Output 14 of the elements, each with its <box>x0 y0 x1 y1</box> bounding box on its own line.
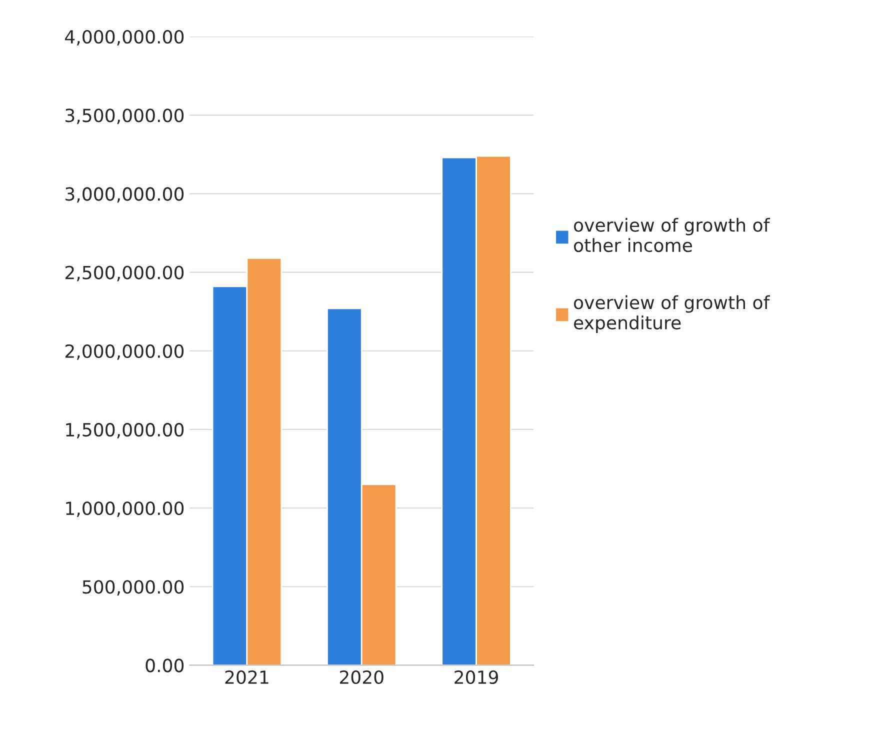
y-tick-label: 3,500,000.00 <box>66 108 184 124</box>
x-tick-label: 2019 <box>454 670 498 684</box>
y-tick-label: 1,500,000.00 <box>66 422 184 438</box>
legend-label: overview of growth of expenditure <box>574 295 770 333</box>
legend-label: overview of growth of other income <box>574 218 770 252</box>
y-tick-label: 2,000,000.00 <box>65 344 184 360</box>
y-tick-label: 500,000.00 <box>82 580 184 596</box>
x-tick-label: 2021 <box>225 670 268 684</box>
y-tick-label: 0.00 <box>146 658 184 672</box>
y-tick-label: 2,500,000.00 <box>65 266 184 282</box>
y-tick-label: 1,000,000.00 <box>66 502 184 518</box>
x-tick-label: 2020 <box>340 670 384 684</box>
y-tick-label: 3,000,000.00 <box>66 187 184 203</box>
y-tick-label: 4,000,000.00 <box>65 30 184 46</box>
